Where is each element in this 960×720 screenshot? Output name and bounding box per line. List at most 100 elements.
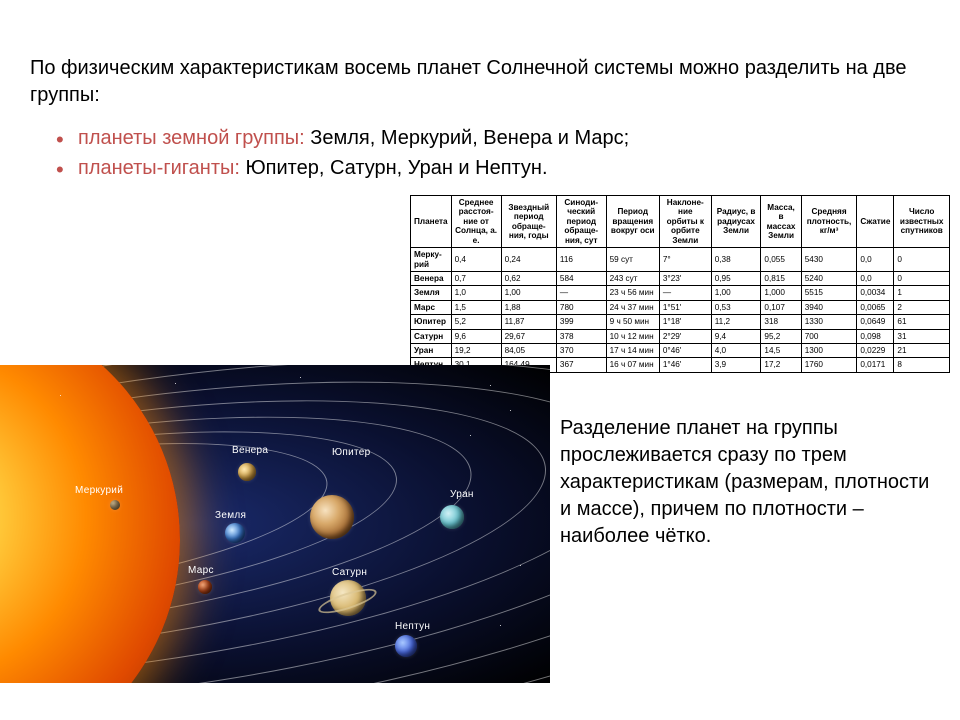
- table-cell: 3°23': [659, 271, 711, 285]
- table-cell: 4,0: [711, 344, 761, 358]
- table-cell: 29,67: [501, 329, 556, 343]
- table-cell: 116: [556, 248, 606, 272]
- star: [175, 383, 176, 384]
- table-cell: 0,815: [761, 271, 801, 285]
- planet-Нептун: [395, 635, 417, 657]
- bullet-1: планеты земной группы: Земля, Меркурий, …: [78, 123, 960, 153]
- table-cell: 5515: [801, 286, 857, 300]
- table-cell: 1°51': [659, 300, 711, 314]
- table-header: Синоди-ческий период обраще-ния, сут: [556, 196, 606, 248]
- table-cell: 584: [556, 271, 606, 285]
- intro-text: По физическим характеристикам восемь пла…: [0, 0, 960, 119]
- table-cell: 1760: [801, 358, 857, 372]
- table-cell: 0,62: [501, 271, 556, 285]
- table-cell: 9,6: [451, 329, 501, 343]
- table-cell: 0,0649: [857, 315, 894, 329]
- table-cell: 0: [894, 271, 950, 285]
- bullet-list: планеты земной группы: Земля, Меркурий, …: [0, 119, 960, 183]
- table-cell: 1,00: [501, 286, 556, 300]
- planet-Юпитер: [310, 495, 354, 539]
- star: [300, 377, 301, 378]
- table-cell: 0,7: [451, 271, 501, 285]
- table-cell: 0,95: [711, 271, 761, 285]
- bullet-1-red: планеты земной группы:: [78, 127, 310, 149]
- table-header: Звездный период обраще-ния, годы: [501, 196, 556, 248]
- table-header: Сжатие: [857, 196, 894, 248]
- table-row: Земля1,01,00—23 ч 56 мин—1,001,00055150,…: [411, 286, 950, 300]
- planet-Уран: [440, 505, 464, 529]
- bullet-1-rest: Земля, Меркурий, Венера и Марс;: [310, 127, 629, 149]
- table-cell: 0,098: [857, 329, 894, 343]
- table-cell: Венера: [411, 271, 452, 285]
- table-cell: 17 ч 14 мин: [606, 344, 659, 358]
- table-cell: 2: [894, 300, 950, 314]
- table-cell: 0,0229: [857, 344, 894, 358]
- bullet-2: планеты-гиганты: Юпитер, Сатурн, Уран и …: [78, 153, 960, 183]
- planet-Венера: [238, 463, 256, 481]
- table-cell: 1330: [801, 315, 857, 329]
- description-text: Разделение планет на группы прослеживает…: [560, 415, 945, 550]
- table-cell: 5,2: [451, 315, 501, 329]
- table-cell: 0,24: [501, 248, 556, 272]
- table-cell: 0,0034: [857, 286, 894, 300]
- table-cell: 14,5: [761, 344, 801, 358]
- table-cell: 5240: [801, 271, 857, 285]
- planet-Земля: [225, 523, 245, 543]
- table-cell: 318: [761, 315, 801, 329]
- table-header: Средняя плотность, кг/м³: [801, 196, 857, 248]
- table-cell: 19,2: [451, 344, 501, 358]
- table-header: Число известных спутников: [894, 196, 950, 248]
- bullet-2-red: планеты-гиганты:: [78, 157, 245, 179]
- table-cell: 0,0: [857, 248, 894, 272]
- table-cell: Сатурн: [411, 329, 452, 343]
- star: [60, 395, 61, 396]
- table-cell: 9 ч 50 мин: [606, 315, 659, 329]
- table-cell: —: [659, 286, 711, 300]
- planet-label: Венера: [232, 445, 268, 456]
- table-cell: 3,9: [711, 358, 761, 372]
- table-cell: 1,00: [711, 286, 761, 300]
- table-row: Мерку-рий0,40,2411659 сут7°0,380,0555430…: [411, 248, 950, 272]
- table-header: Планета: [411, 196, 452, 248]
- star: [510, 410, 511, 411]
- star: [470, 435, 471, 436]
- table-cell: 17,2: [761, 358, 801, 372]
- planet-table-wrap: ПланетаСреднее расстоя-ние от Солнца, а.…: [410, 195, 950, 373]
- table-cell: 95,2: [761, 329, 801, 343]
- table-row: Марс1,51,8878024 ч 37 мин1°51'0,530,1073…: [411, 300, 950, 314]
- table-row: Венера0,70,62584243 сут3°23'0,950,815524…: [411, 271, 950, 285]
- solar-system-diagram: МеркурийВенераЗемляМарсЮпитерСатурнУранН…: [0, 365, 550, 683]
- table-cell: 84,05: [501, 344, 556, 358]
- table-cell: 0,0065: [857, 300, 894, 314]
- table-cell: Мерку-рий: [411, 248, 452, 272]
- table-cell: 8: [894, 358, 950, 372]
- table-cell: Земля: [411, 286, 452, 300]
- table-cell: 3940: [801, 300, 857, 314]
- table-header: Масса, в массах Земли: [761, 196, 801, 248]
- table-cell: 1,88: [501, 300, 556, 314]
- table-cell: 0,107: [761, 300, 801, 314]
- star: [520, 565, 521, 566]
- table-row: Юпитер5,211,873999 ч 50 мин1°18'11,23181…: [411, 315, 950, 329]
- table-cell: 1,000: [761, 286, 801, 300]
- planet-table: ПланетаСреднее расстоя-ние от Солнца, а.…: [410, 195, 950, 373]
- table-header: Период вращения вокруг оси: [606, 196, 659, 248]
- table-cell: Уран: [411, 344, 452, 358]
- table-cell: 1300: [801, 344, 857, 358]
- table-header: Наклоне-ние орбиты к орбите Земли: [659, 196, 711, 248]
- bullet-2-rest: Юпитер, Сатурн, Уран и Нептун.: [245, 157, 547, 179]
- table-cell: 0: [894, 248, 950, 272]
- table-cell: 0°46': [659, 344, 711, 358]
- table-cell: 61: [894, 315, 950, 329]
- table-cell: 378: [556, 329, 606, 343]
- planet-label: Сатурн: [332, 567, 367, 578]
- planet-label: Меркурий: [75, 485, 123, 496]
- table-cell: 0,0: [857, 271, 894, 285]
- table-cell: 31: [894, 329, 950, 343]
- table-cell: 700: [801, 329, 857, 343]
- table-row: Уран19,284,0537017 ч 14 мин0°46'4,014,51…: [411, 344, 950, 358]
- table-cell: 243 сут: [606, 271, 659, 285]
- table-header: Радиус, в радиусах Земли: [711, 196, 761, 248]
- table-header: Среднее расстоя-ние от Солнца, а. е.: [451, 196, 501, 248]
- table-cell: 1°18': [659, 315, 711, 329]
